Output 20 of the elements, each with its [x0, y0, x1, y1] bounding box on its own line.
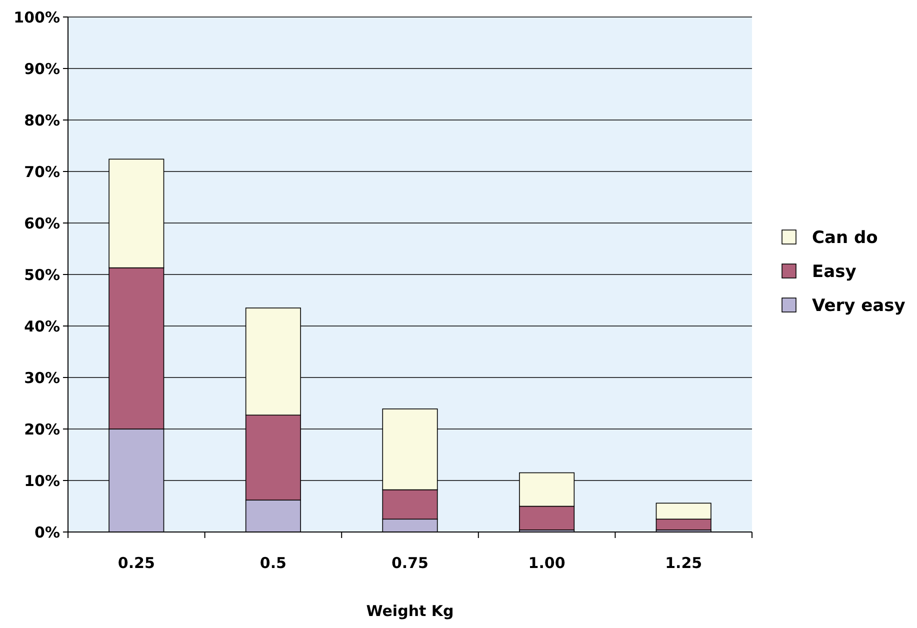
y-tick-label: 50%: [24, 266, 60, 284]
y-tick-label: 20%: [24, 420, 60, 438]
y-tick-label: 30%: [24, 368, 60, 387]
y-tick-label: 80%: [24, 111, 60, 130]
x-tick-label: 1.25: [665, 554, 702, 572]
y-tick-label: 70%: [24, 162, 60, 181]
y-tick-label: 0%: [34, 523, 60, 542]
y-tick-label: 40%: [24, 317, 60, 336]
y-tick-label: 100%: [14, 8, 60, 26]
legend-label: Very easy: [812, 296, 906, 316]
x-tick-label: 0.75: [391, 554, 429, 572]
y-tick-label: 90%: [24, 60, 60, 78]
y-tick-label: 60%: [24, 214, 60, 232]
x-tick-label: 1.00: [528, 554, 566, 572]
legend-label: Can do: [812, 228, 878, 248]
x-tick-label: 0.25: [118, 554, 155, 572]
y-tick-label: 10%: [24, 472, 60, 490]
x-tick-label: 0.5: [260, 554, 286, 572]
legend-label: Easy: [812, 262, 856, 282]
x-axis-title: Weight Kg: [366, 602, 454, 620]
